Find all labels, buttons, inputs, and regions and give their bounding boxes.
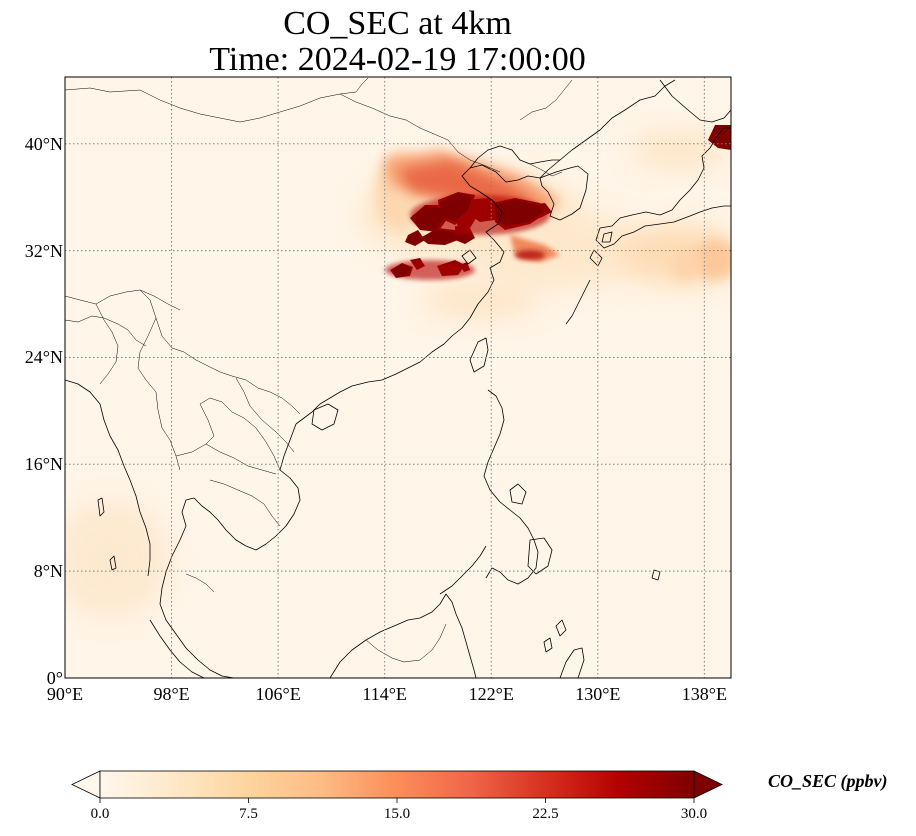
x-tick-label: 114°E (362, 684, 407, 704)
x-tick-label: 90°E (46, 684, 84, 704)
coastlines (65, 79, 731, 678)
colorbar-ticks (99, 798, 695, 803)
x-tick-label: 98°E (153, 684, 190, 704)
y-tick-label: 8°N (33, 561, 63, 582)
map-frame (64, 76, 732, 679)
colorbar-extend-min (71, 770, 101, 799)
colorbar-tick-label: 22.5 (532, 806, 559, 822)
colorbar-tick-label: 30.0 (680, 806, 708, 822)
x-tick-label: 130°E (575, 684, 621, 704)
map-subtitle-time: Time: 2024-02-19 17:00:00 (209, 41, 586, 78)
y-tick-label: 32°N (24, 240, 63, 261)
y-tick-label: 24°N (24, 347, 63, 368)
country-borders (65, 77, 573, 663)
y-tick-label: 40°N (24, 133, 63, 154)
x-tick-label: 122°E (468, 684, 514, 704)
y-tick-label: 16°N (24, 454, 63, 475)
colorbar-label: CO_SEC (ppbv) (768, 771, 888, 791)
colorbar-gradient (99, 770, 695, 799)
y-tick-label: 0° (46, 668, 63, 688)
colorbar-tick-label: 7.5 (239, 806, 258, 822)
colorbar-extend-max (693, 770, 723, 799)
map-title: CO_SEC at 4km (283, 5, 512, 42)
map-figure (64, 76, 732, 679)
colorbar-tick-label: 15.0 (383, 806, 411, 822)
x-tick-label: 106°E (255, 684, 301, 704)
colorbar-tick-label: 0.0 (90, 806, 110, 822)
gridlines (65, 77, 731, 678)
co-plume-core-top (392, 194, 544, 277)
x-tick-label: 138°E (681, 684, 727, 704)
